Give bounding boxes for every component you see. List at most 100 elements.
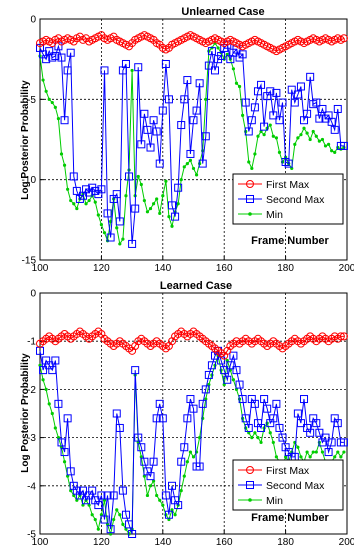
- data-point: [278, 433, 287, 442]
- data-point: [180, 95, 189, 104]
- y-tick-label: -10: [22, 175, 37, 186]
- data-point: [237, 84, 242, 89]
- data-point: [207, 47, 216, 56]
- data-point: [336, 450, 340, 454]
- data-point: [257, 423, 266, 432]
- data-point: [272, 88, 281, 97]
- data-point: [161, 59, 170, 68]
- data-point: [305, 450, 309, 454]
- legend-label: Min: [266, 209, 283, 221]
- data-point: [308, 137, 312, 142]
- data-point: [207, 382, 211, 387]
- data-point: [170, 508, 174, 512]
- data-point: [260, 395, 269, 404]
- data-point: [106, 525, 115, 534]
- data-point: [131, 204, 140, 213]
- data-point: [253, 152, 257, 156]
- data-point: [121, 522, 125, 526]
- data-point: [106, 233, 115, 242]
- data-point: [312, 419, 321, 428]
- data-point: [69, 489, 73, 493]
- data-point: [269, 414, 278, 423]
- data-point: [306, 72, 315, 81]
- data-point: [204, 97, 208, 101]
- data-point: [299, 455, 303, 459]
- data-point: [136, 174, 140, 179]
- legend-label: Second Max: [266, 480, 325, 492]
- data-point: [204, 370, 213, 379]
- data-point: [274, 455, 278, 459]
- x-tick-label: 200: [339, 263, 354, 274]
- data-point: [115, 226, 119, 230]
- y-tick-label: -2: [27, 385, 36, 396]
- data-point: [271, 440, 275, 445]
- data-point: [179, 178, 183, 182]
- data-point: [56, 117, 61, 121]
- data-point: [57, 53, 66, 62]
- x-tick-labels: 100 120 140 160 180 200: [32, 263, 354, 274]
- data-point: [330, 125, 339, 134]
- data-point: [103, 491, 112, 500]
- data-point: [250, 436, 254, 440]
- x-tick-label: 160: [216, 537, 233, 548]
- data-point: [173, 513, 177, 517]
- legend-item-min: Min: [238, 495, 283, 507]
- data-point: [183, 414, 192, 423]
- data-point: [225, 52, 229, 56]
- series-first-max: [36, 31, 348, 56]
- data-point: [293, 409, 302, 418]
- data-point: [226, 361, 235, 370]
- data-point: [96, 527, 100, 531]
- data-point: [66, 48, 75, 57]
- data-point: [271, 134, 275, 138]
- data-point: [222, 382, 226, 387]
- data-point: [102, 231, 107, 235]
- legend-label: First Max: [266, 179, 310, 191]
- data-point: [121, 510, 130, 519]
- data-point: [268, 431, 272, 435]
- data-point: [63, 66, 72, 75]
- chart-title: Unlearned Case: [181, 6, 264, 18]
- data-point: [50, 100, 54, 105]
- data-point: [339, 332, 348, 341]
- y-tick-label: -3: [27, 433, 36, 444]
- data-point: [66, 187, 70, 191]
- data-point: [201, 132, 210, 141]
- y-tick-label: -5: [27, 95, 36, 106]
- data-point: [131, 366, 140, 375]
- data-point: [296, 82, 305, 91]
- data-point: [60, 116, 69, 125]
- x-tick-label: 180: [277, 263, 294, 274]
- data-point: [250, 103, 259, 112]
- data-point: [41, 378, 45, 382]
- data-point: [275, 116, 284, 125]
- y-tick-label: -4: [27, 481, 36, 492]
- data-point: [48, 366, 57, 375]
- data-point: [303, 109, 312, 118]
- data-point: [333, 104, 342, 113]
- data-point: [326, 142, 331, 146]
- data-point: [194, 173, 199, 177]
- series-min: [38, 353, 346, 536]
- series-first-max: [36, 327, 348, 360]
- data-point: [84, 202, 88, 206]
- y-tick-labels: 0 -5 -10 -15: [22, 15, 37, 267]
- data-point: [315, 428, 324, 437]
- data-point: [260, 122, 269, 131]
- data-point: [192, 106, 201, 115]
- data-point: [164, 510, 173, 519]
- data-point: [330, 149, 334, 153]
- data-point: [158, 498, 162, 502]
- x-tick-label: 140: [154, 537, 171, 548]
- data-point: [115, 508, 119, 512]
- data-point: [216, 46, 220, 50]
- data-point: [47, 97, 51, 101]
- x-tick-label: 120: [93, 537, 110, 548]
- data-point: [137, 443, 146, 452]
- data-point: [314, 450, 318, 454]
- data-point: [66, 474, 70, 478]
- data-point: [277, 150, 282, 154]
- data-point: [290, 166, 294, 171]
- data-point: [241, 113, 245, 117]
- data-point: [204, 61, 213, 70]
